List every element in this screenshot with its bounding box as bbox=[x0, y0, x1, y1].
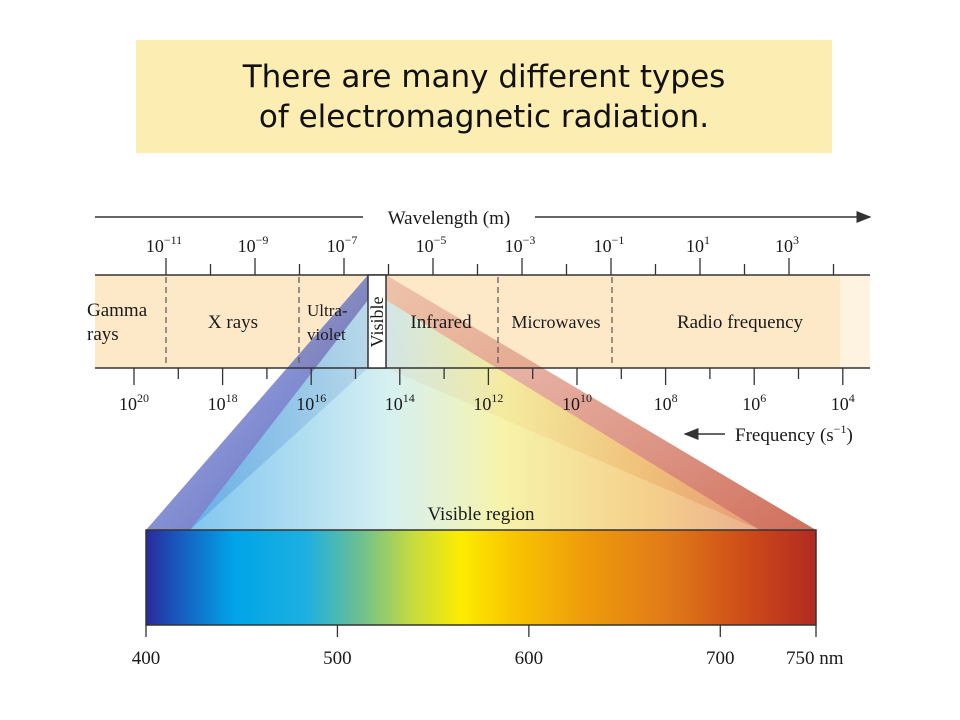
frequency-axis-label: Frequency (s−1) bbox=[735, 422, 853, 446]
wavelength-tick-label: 10−1 bbox=[594, 233, 625, 256]
region-radio: Radio frequency bbox=[677, 312, 804, 333]
frequency-tick-label: 104 bbox=[831, 391, 855, 414]
frequency-tick-label: 1012 bbox=[473, 391, 503, 414]
frequency-label-close: ) bbox=[846, 425, 852, 446]
wavelength-tick-label: 10−7 bbox=[327, 233, 358, 256]
wavelength-tick-label: 10−5 bbox=[416, 233, 447, 256]
region-dividers bbox=[165, 277, 613, 366]
region-gamma-line2: rays bbox=[87, 324, 119, 345]
wavelength-ticks bbox=[165, 258, 835, 275]
frequency-tick-label: 1010 bbox=[562, 391, 592, 414]
title-line-1: There are many different types bbox=[242, 58, 726, 95]
title-line-2: of electromagnetic radiation. bbox=[258, 98, 710, 135]
frequency-tick-label: 1020 bbox=[119, 391, 149, 414]
frequency-tick-label: 106 bbox=[742, 391, 766, 414]
wavelength-tick-labels: 10−11 10−9 10−7 10−5 10−3 10−1 101 103 bbox=[146, 233, 799, 256]
visible-tick-label: 400 bbox=[132, 648, 161, 669]
frequency-label-main: Frequency (s bbox=[735, 425, 834, 446]
frequency-tick-label: 1016 bbox=[296, 391, 326, 414]
visible-tick-labels: 400 500 600 700 750 nm bbox=[132, 648, 844, 669]
region-xrays: X rays bbox=[208, 312, 258, 333]
wavelength-tick-label: 103 bbox=[775, 233, 799, 256]
visible-fan bbox=[146, 275, 816, 530]
visible-ticks bbox=[145, 625, 817, 637]
visible-slot-label: Visible bbox=[367, 297, 387, 348]
visible-tick-label: 700 bbox=[706, 648, 735, 669]
wavelength-axis-label: Wavelength (m) bbox=[388, 208, 510, 229]
visible-region-label: Visible region bbox=[427, 504, 535, 525]
frequency-tick-labels: 1020 1018 1016 1014 1012 1010 108 106 104 bbox=[119, 391, 855, 414]
visible-slot bbox=[367, 274, 387, 369]
title-box: There are many different types of electr… bbox=[136, 40, 832, 153]
wavelength-tick-label: 101 bbox=[686, 233, 710, 256]
frequency-tick-label: 1014 bbox=[385, 391, 415, 414]
wavelength-tick-label: 10−9 bbox=[238, 233, 269, 256]
region-gamma-line1: Gamma bbox=[87, 300, 148, 321]
region-uv-line1: Ultra- bbox=[307, 301, 348, 320]
frequency-tick-label: 1018 bbox=[208, 391, 238, 414]
region-uv-line2: violet bbox=[307, 325, 346, 344]
frequency-label-exp: −1 bbox=[834, 422, 847, 436]
visible-spectrum-bar bbox=[145, 529, 817, 626]
wavelength-tick-label: 10−3 bbox=[505, 233, 536, 256]
region-microwaves: Microwaves bbox=[512, 312, 601, 332]
visible-tick-label: 750 nm bbox=[786, 648, 844, 669]
region-infrared: Infrared bbox=[410, 312, 472, 333]
band-fade-right bbox=[840, 275, 870, 368]
visible-tick-label: 500 bbox=[323, 648, 352, 669]
frequency-ticks bbox=[133, 368, 844, 385]
wavelength-tick-label: 10−11 bbox=[146, 233, 182, 256]
visible-tick-label: 600 bbox=[515, 648, 544, 669]
frequency-tick-label: 108 bbox=[654, 391, 678, 414]
